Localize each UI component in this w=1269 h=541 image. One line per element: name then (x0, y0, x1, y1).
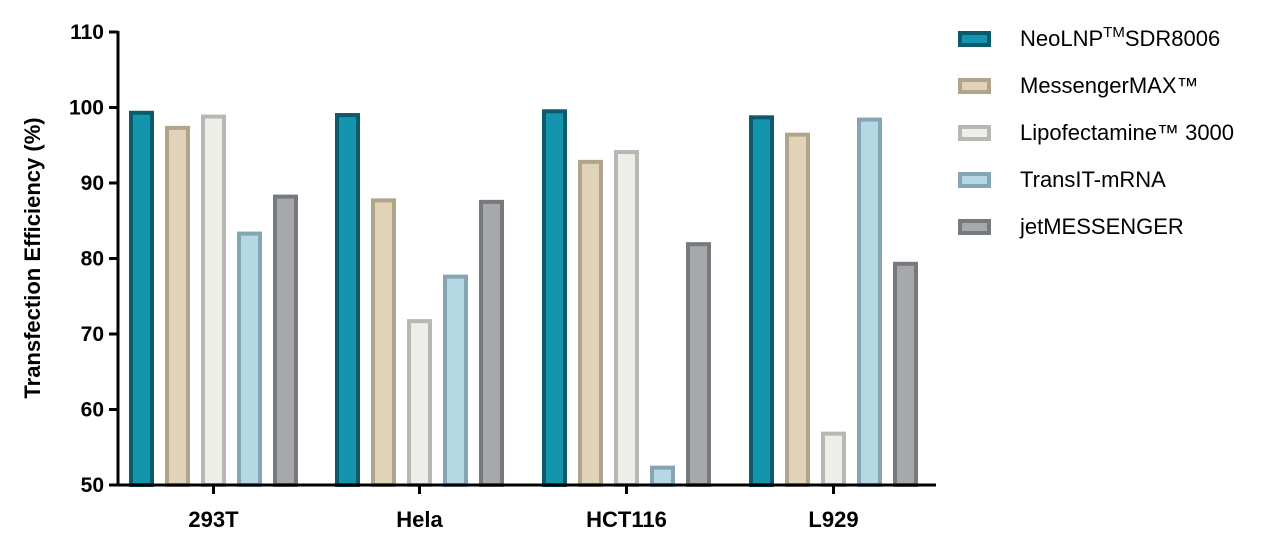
bar-l929-neolnp-sdr8006 (749, 115, 774, 487)
bar-hct116-jetmessenger (686, 242, 711, 487)
legend-label-jetmessenger: jetMESSENGER (1019, 214, 1184, 239)
bar-293t-lipofectamine-3000 (201, 114, 226, 487)
y-axis-label: Transfection Efficiency (%) (20, 117, 45, 398)
axes-layer: 50 60 70 80 90 100 110 293T Hela HCT116 L929 (69, 21, 936, 532)
y-tick-label-50: 50 (81, 474, 104, 497)
legend-label-transit-mrna: TransIT-mRNA (1020, 167, 1166, 192)
y-tick-label-60: 60 (81, 399, 104, 422)
bar-293t-transit-mrna (237, 231, 262, 487)
y-tick-label-80: 80 (81, 248, 104, 271)
legend-swatch-lipofectamine-3000 (958, 125, 991, 141)
bar-l929-messengermax (785, 132, 810, 487)
bar-hela-neolnp-sdr8006 (335, 113, 360, 488)
legend-swatch-jetmessenger (958, 219, 991, 235)
bar-293t-messengermax (165, 125, 190, 487)
y-tick-label-90: 90 (81, 172, 104, 195)
bar-hct116-lipofectamine-3000 (614, 150, 639, 487)
legend-item-jetmessenger: jetMESSENGER (958, 214, 1184, 239)
bar-hct116-transit-mrna (650, 465, 675, 488)
x-tick-label-hela: Hela (396, 507, 443, 532)
legend-label-neolnp-sdr8006: NeoLNPTMSDR8006 (1020, 24, 1220, 51)
bar-l929-jetmessenger (893, 261, 918, 487)
bar-l929-transit-mrna (857, 117, 882, 488)
y-tick-label-70: 70 (81, 323, 104, 346)
x-tick-label-hct116: HCT116 (586, 507, 667, 532)
legend-swatch-messengermax (958, 78, 991, 94)
bar-293t-neolnp-sdr8006 (129, 110, 154, 487)
legend-item-messengermax: MessengerMAX™ (958, 73, 1199, 98)
legend-label-messengermax: MessengerMAX™ (1020, 73, 1199, 98)
legend-item-lipofectamine-3000: Lipofectamine™ 3000 (958, 120, 1234, 145)
y-tick-label-100: 100 (69, 97, 104, 120)
bar-hela-lipofectamine-3000 (407, 319, 432, 488)
y-tick-label-110: 110 (70, 21, 104, 44)
legend-swatch-transit-mrna (958, 172, 991, 188)
bar-hela-messengermax (371, 198, 396, 488)
x-tick-label-293t: 293T (188, 507, 239, 532)
bar-hela-jetmessenger (479, 199, 504, 487)
legend-item-neolnp-sdr8006: NeoLNPTMSDR8006 (958, 24, 1220, 51)
x-tick-label-l929: L929 (808, 507, 858, 532)
bar-l929-lipofectamine-3000 (821, 431, 846, 488)
bar-hct116-messengermax (578, 159, 603, 488)
legend-item-transit-mrna: TransIT-mRNA (958, 167, 1166, 192)
legend: NeoLNPTMSDR8006 MessengerMAX™ Lipofectamin… (958, 24, 1234, 239)
legend-swatch-neolnp-sdr8006 (958, 31, 991, 47)
bar-293t-jetmessenger (273, 194, 298, 487)
bars-layer (129, 109, 918, 488)
legend-label-lipofectamine-3000: Lipofectamine™ 3000 (1020, 120, 1234, 145)
bar-hct116-neolnp-sdr8006 (542, 109, 567, 488)
bar-hela-transit-mrna (443, 274, 468, 487)
